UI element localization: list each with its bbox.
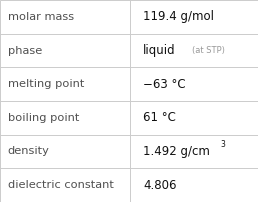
- Text: −63 °C: −63 °C: [143, 78, 186, 91]
- Text: dielectric constant: dielectric constant: [8, 180, 114, 190]
- Text: liquid: liquid: [143, 44, 176, 57]
- Text: molar mass: molar mass: [8, 12, 74, 22]
- Text: phase: phase: [8, 45, 42, 56]
- Text: 61 °C: 61 °C: [143, 111, 176, 124]
- Text: melting point: melting point: [8, 79, 84, 89]
- Text: 4.806: 4.806: [143, 179, 177, 192]
- Text: density: density: [8, 146, 50, 157]
- Text: 119.4 g/mol: 119.4 g/mol: [143, 10, 214, 23]
- Text: 3: 3: [221, 140, 225, 149]
- Text: boiling point: boiling point: [8, 113, 79, 123]
- Text: (at STP): (at STP): [192, 46, 225, 55]
- Text: 1.492 g/cm: 1.492 g/cm: [143, 145, 210, 158]
